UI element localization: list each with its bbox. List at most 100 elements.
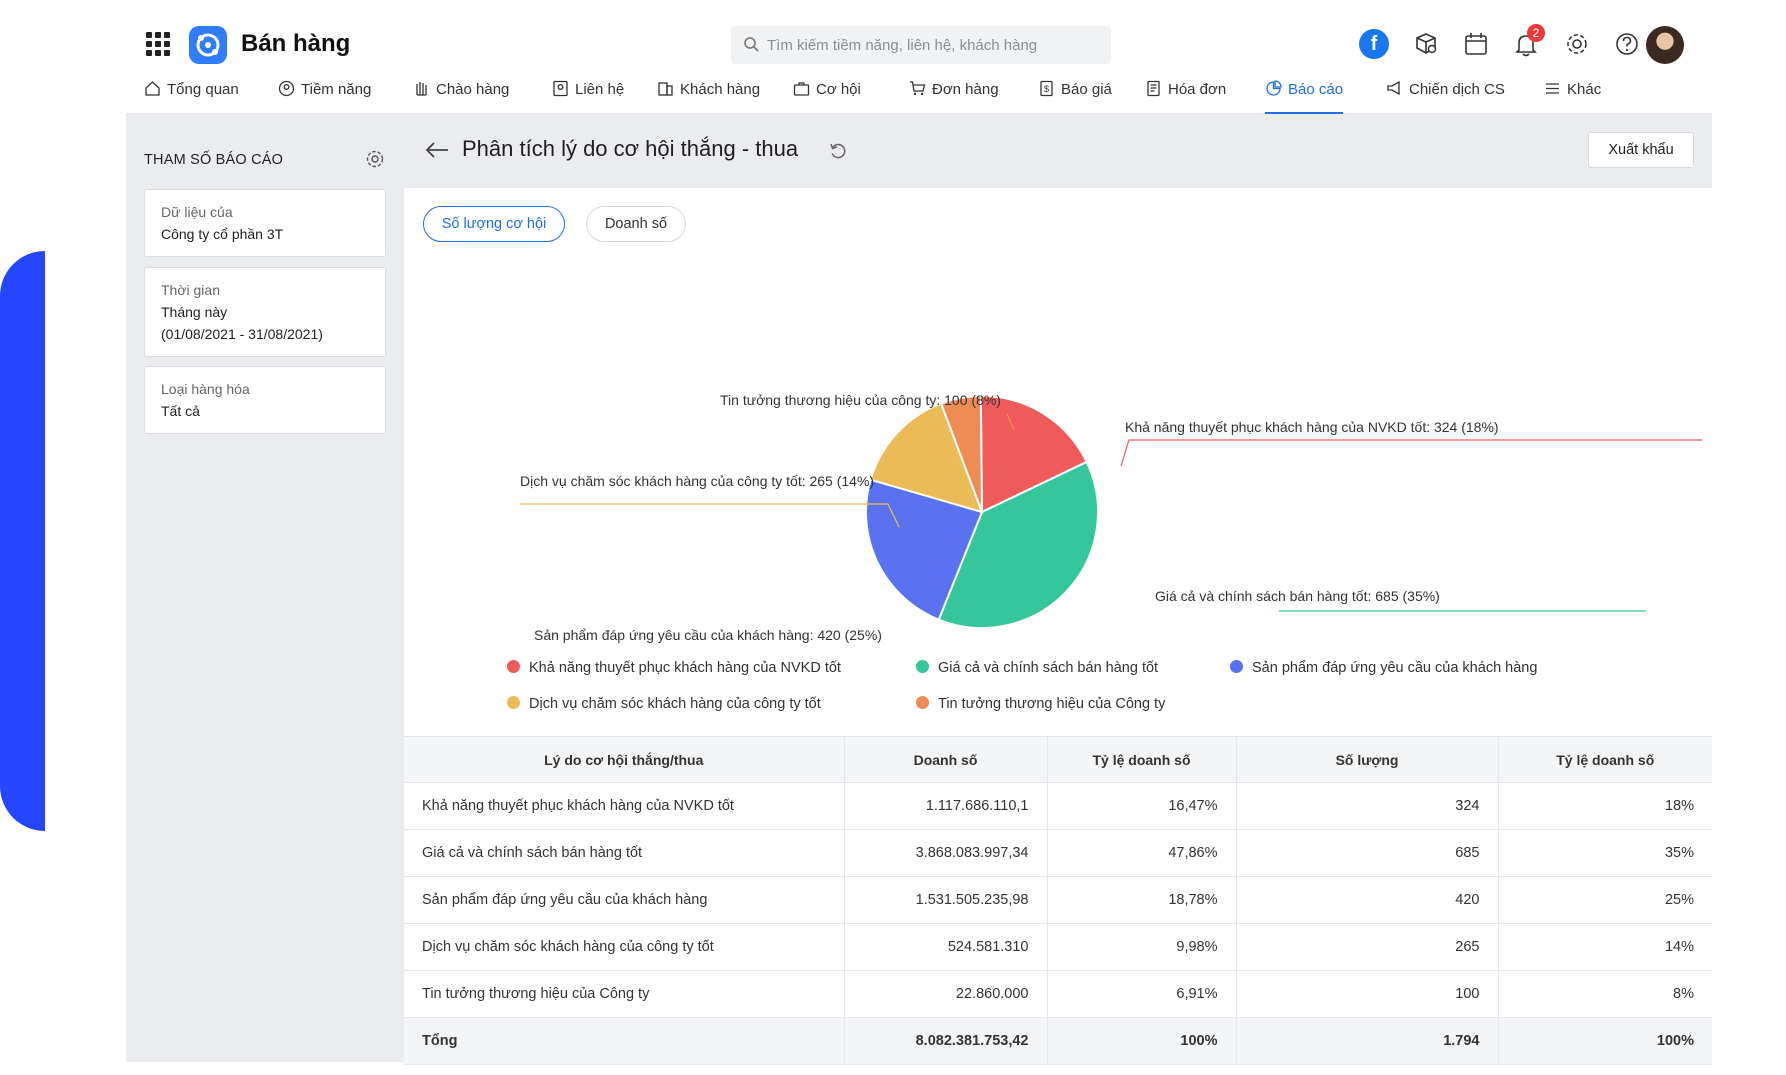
nav-item-tiem-nang[interactable]: Tiềm năng <box>278 80 371 114</box>
nav-item-lien-he[interactable]: Liên hệ <box>552 80 624 114</box>
table-cell: 100% <box>1047 1017 1237 1065</box>
megaphone-icon <box>1387 80 1400 96</box>
table-cell: 6,91% <box>1047 970 1237 1018</box>
table-cell: 3.868.083.997,34 <box>844 829 1048 877</box>
notification-bell[interactable]: 2 <box>1511 24 1545 59</box>
table-cell: 18,78% <box>1047 876 1237 924</box>
table-cell: 8.082.381.753,42 <box>844 1017 1048 1065</box>
col-header-reason[interactable]: Lý do cơ hội thắng/thua <box>404 736 845 783</box>
nav-item-bao-gia[interactable]: $ Báo giá <box>1038 80 1112 114</box>
report-main: Phân tích lý do cơ hội thắng - thua Xuất… <box>404 114 1712 1065</box>
pie-slice-4[interactable] <box>939 394 983 513</box>
user-avatar[interactable] <box>1646 26 1684 64</box>
leader-line-red <box>1120 439 1702 467</box>
app-logo-icon <box>189 26 227 64</box>
table-cell: 14% <box>1498 923 1712 971</box>
nav-item-co-hoi[interactable]: Cơ hội <box>793 80 861 114</box>
search-icon <box>744 37 759 52</box>
nav-item-hoa-don[interactable]: Hóa đơn <box>1145 80 1226 114</box>
back-arrow-icon[interactable] <box>424 140 450 160</box>
nav-item-khach-hang[interactable]: Khách hàng <box>657 80 760 114</box>
nav-item-chao-hang[interactable]: Chào hàng <box>413 80 509 114</box>
nav-item-chien-dich-cs[interactable]: Chiến dịch CS <box>1386 80 1505 114</box>
table-cell: 100 <box>1236 970 1499 1018</box>
svg-text:$: $ <box>1044 84 1049 94</box>
home-icon <box>145 81 160 96</box>
table-row[interactable]: Giá cả và chính sách bán hàng tốt 3.868.0… <box>404 829 1712 877</box>
param-data-owner[interactable]: Dữ liệu của Công ty cổ phần 3T <box>144 189 386 257</box>
table-cell: 47,86% <box>1047 829 1237 877</box>
table-cell: 25% <box>1498 876 1712 924</box>
calendar-icon[interactable] <box>1461 29 1491 59</box>
legend-item-persuasion[interactable]: Khả năng thuyết phục khách hàng của NVKD… <box>507 660 841 676</box>
param-product-type[interactable]: Loại hàng hóa Tất cả <box>144 366 386 434</box>
bell-icon <box>1515 35 1537 57</box>
params-settings-icon[interactable] <box>364 148 386 170</box>
data-label-green: Giá cả và chính sách bán hàng tốt: 685 (… <box>1155 588 1440 604</box>
nav-item-khac[interactable]: Khác <box>1544 80 1601 114</box>
nav-item-bao-cao[interactable]: Báo cáo <box>1265 80 1344 114</box>
global-search[interactable] <box>731 26 1111 64</box>
table-cell: 1.531.505.235,98 <box>844 876 1048 924</box>
legend-item-price[interactable]: Giá cả và chính sách bán hàng tốt <box>916 660 1158 676</box>
col-header-count-rate[interactable]: Tỷ lệ doanh số <box>1498 736 1712 783</box>
pie-chart-icon <box>1266 80 1282 96</box>
table-cell: 265 <box>1236 923 1499 971</box>
legend-item-brand[interactable]: Tin tưởng thương hiệu của Công ty <box>916 696 1165 712</box>
table-cell: 685 <box>1236 829 1499 877</box>
param-time[interactable]: Thời gian Tháng này (01/08/2021 - 31/08/… <box>144 267 386 357</box>
facebook-icon[interactable]: f <box>1359 29 1389 59</box>
report-header: Phân tích lý do cơ hội thắng - thua Xuất… <box>404 114 1712 188</box>
package-search-icon[interactable] <box>1411 29 1441 59</box>
pie-slice-0[interactable] <box>979 395 1088 514</box>
pie-slice-2[interactable] <box>865 478 984 621</box>
leader-line-yellow <box>520 503 900 528</box>
table-cell: 100% <box>1498 1017 1712 1065</box>
table-cell: Giá cả và chính sách bán hàng tốt <box>404 829 845 877</box>
table-cell: 420 <box>1236 876 1499 924</box>
briefcase-icon <box>793 82 810 96</box>
table-cell: 524.581.310 <box>844 923 1048 971</box>
table-total-row[interactable]: Tổng 8.082.381.753,42 100% 1.794 100% <box>404 1017 1712 1065</box>
table-cell: Dịch vụ chăm sóc khách hàng của công ty … <box>404 923 845 971</box>
table-cell: Tin tưởng thương hiệu của Công ty <box>404 970 845 1018</box>
table-row[interactable]: Dịch vụ chăm sóc khách hàng của công ty … <box>404 923 1712 971</box>
legend-item-product[interactable]: Sản phẩm đáp ứng yêu cầu của khách hàng <box>1230 660 1537 676</box>
data-label-yellow: Dịch vụ chăm sóc khách hàng của công ty … <box>520 473 874 489</box>
nav-item-don-hang[interactable]: Đơn hàng <box>909 80 999 114</box>
table-row[interactable]: Khả năng thuyết phục khách hàng của NVKD… <box>404 782 1712 830</box>
col-header-count[interactable]: Số lượng <box>1236 736 1499 783</box>
data-label-blue: Sản phẩm đáp ứng yêu cầu của khách hàng:… <box>534 627 882 643</box>
app-title: Bán hàng <box>241 30 351 57</box>
hand-icon <box>416 82 427 96</box>
gear-icon[interactable] <box>1562 29 1592 59</box>
table-cell: Sản phẩm đáp ứng yêu cầu của khách hàng <box>404 876 845 924</box>
table-row[interactable]: Sản phẩm đáp ứng yêu cầu của khách hàng 1… <box>404 876 1712 924</box>
data-label-orange: Tin tưởng thương hiệu của công ty: 100 (… <box>720 392 1001 408</box>
decorative-blue-shape <box>0 251 45 831</box>
app-grid-icon[interactable] <box>146 32 170 56</box>
refresh-icon[interactable] <box>828 141 848 161</box>
invoice-icon <box>1147 80 1160 97</box>
export-button[interactable]: Xuất khẩu <box>1588 132 1694 168</box>
legend-item-service[interactable]: Dịch vụ chăm sóc khách hàng của công ty … <box>507 696 821 712</box>
building-icon <box>658 82 673 96</box>
price-doc-icon: $ <box>1040 80 1053 97</box>
col-header-revenue-rate[interactable]: Tỷ lệ doanh số <box>1047 736 1237 783</box>
search-input[interactable] <box>767 26 1097 64</box>
table-cell: Tổng <box>404 1017 845 1065</box>
table-row[interactable]: Tin tưởng thương hiệu của Công ty 22.860.… <box>404 970 1712 1018</box>
help-icon[interactable] <box>1612 29 1642 59</box>
pie-slice-3[interactable] <box>869 402 984 514</box>
table-cell: 22.860.000 <box>844 970 1048 1018</box>
pie-slice-1[interactable] <box>937 460 1099 629</box>
table-cell: 35% <box>1498 829 1712 877</box>
params-title: THAM SỐ BÁO CÁO <box>144 152 284 168</box>
table-cell: 8% <box>1498 970 1712 1018</box>
app-window: Bán hàng f 2 <box>126 0 1712 1065</box>
toggle-opportunity-count[interactable]: Số lượng cơ hội <box>423 206 565 242</box>
table-cell: Khả năng thuyết phục khách hàng của NVKD… <box>404 782 845 830</box>
col-header-revenue[interactable]: Doanh số <box>844 736 1048 783</box>
nav-item-tong-quan[interactable]: Tổng quan <box>144 80 239 114</box>
toggle-revenue[interactable]: Doanh số <box>586 206 686 242</box>
